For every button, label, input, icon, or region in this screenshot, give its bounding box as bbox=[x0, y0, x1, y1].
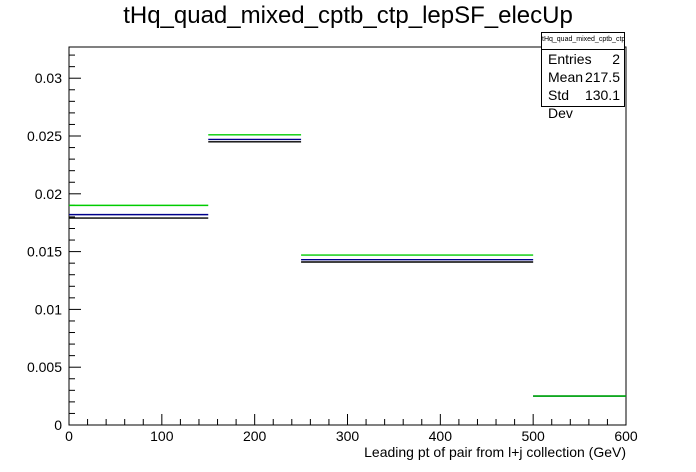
x-tick-label: 600 bbox=[614, 428, 638, 444]
stats-value: 2 bbox=[612, 51, 620, 67]
y-tick-label: 0.015 bbox=[27, 244, 62, 260]
y-tick-label: 0.02 bbox=[35, 186, 62, 202]
stats-row-mean: Mean 217.5 bbox=[542, 68, 624, 86]
series-2 bbox=[69, 134, 626, 397]
chart-title: tHq_quad_mixed_cptb_ctp_lepSF_elecUp bbox=[123, 2, 573, 29]
stats-label: Mean bbox=[548, 69, 584, 85]
x-tick-label: 500 bbox=[521, 428, 545, 444]
y-axis: 0 0.005 0.01 0.015 0.02 0.025 0.03 bbox=[27, 54, 81, 433]
x-axis: 0 100 200 300 400 500 600 bbox=[65, 414, 638, 444]
y-tick-label: 0.03 bbox=[35, 70, 62, 86]
stats-row-stddev: Std Dev 130.1 bbox=[542, 86, 624, 122]
stats-label: Std Dev bbox=[548, 87, 573, 121]
x-tick-label: 100 bbox=[150, 428, 174, 444]
x-tick-label: 200 bbox=[243, 428, 267, 444]
x-axis-label: Leading pt of pair from l+j collection (… bbox=[364, 444, 626, 460]
stats-value: 130.1 bbox=[584, 87, 620, 103]
histogram-series bbox=[69, 134, 626, 397]
x-tick-label: 0 bbox=[65, 428, 73, 444]
series-1 bbox=[69, 138, 626, 397]
x-tick-label: 300 bbox=[336, 428, 360, 444]
stats-label: Entries bbox=[548, 51, 592, 67]
y-tick-label: 0.025 bbox=[27, 128, 62, 144]
y-tick-label: 0.005 bbox=[27, 359, 62, 375]
y-tick-label: 0.01 bbox=[35, 301, 62, 317]
stats-row-entries: Entries 2 bbox=[542, 50, 624, 68]
stats-value: 217.5 bbox=[584, 69, 620, 85]
y-tick-label: 0 bbox=[54, 417, 62, 433]
stats-box: tHq_quad_mixed_cptb_ctp_lepSF_elecUp Ent… bbox=[541, 32, 625, 121]
series-0 bbox=[69, 141, 626, 397]
x-tick-label: 400 bbox=[429, 428, 453, 444]
stats-title: tHq_quad_mixed_cptb_ctp_lepSF_elecUp bbox=[542, 33, 624, 50]
